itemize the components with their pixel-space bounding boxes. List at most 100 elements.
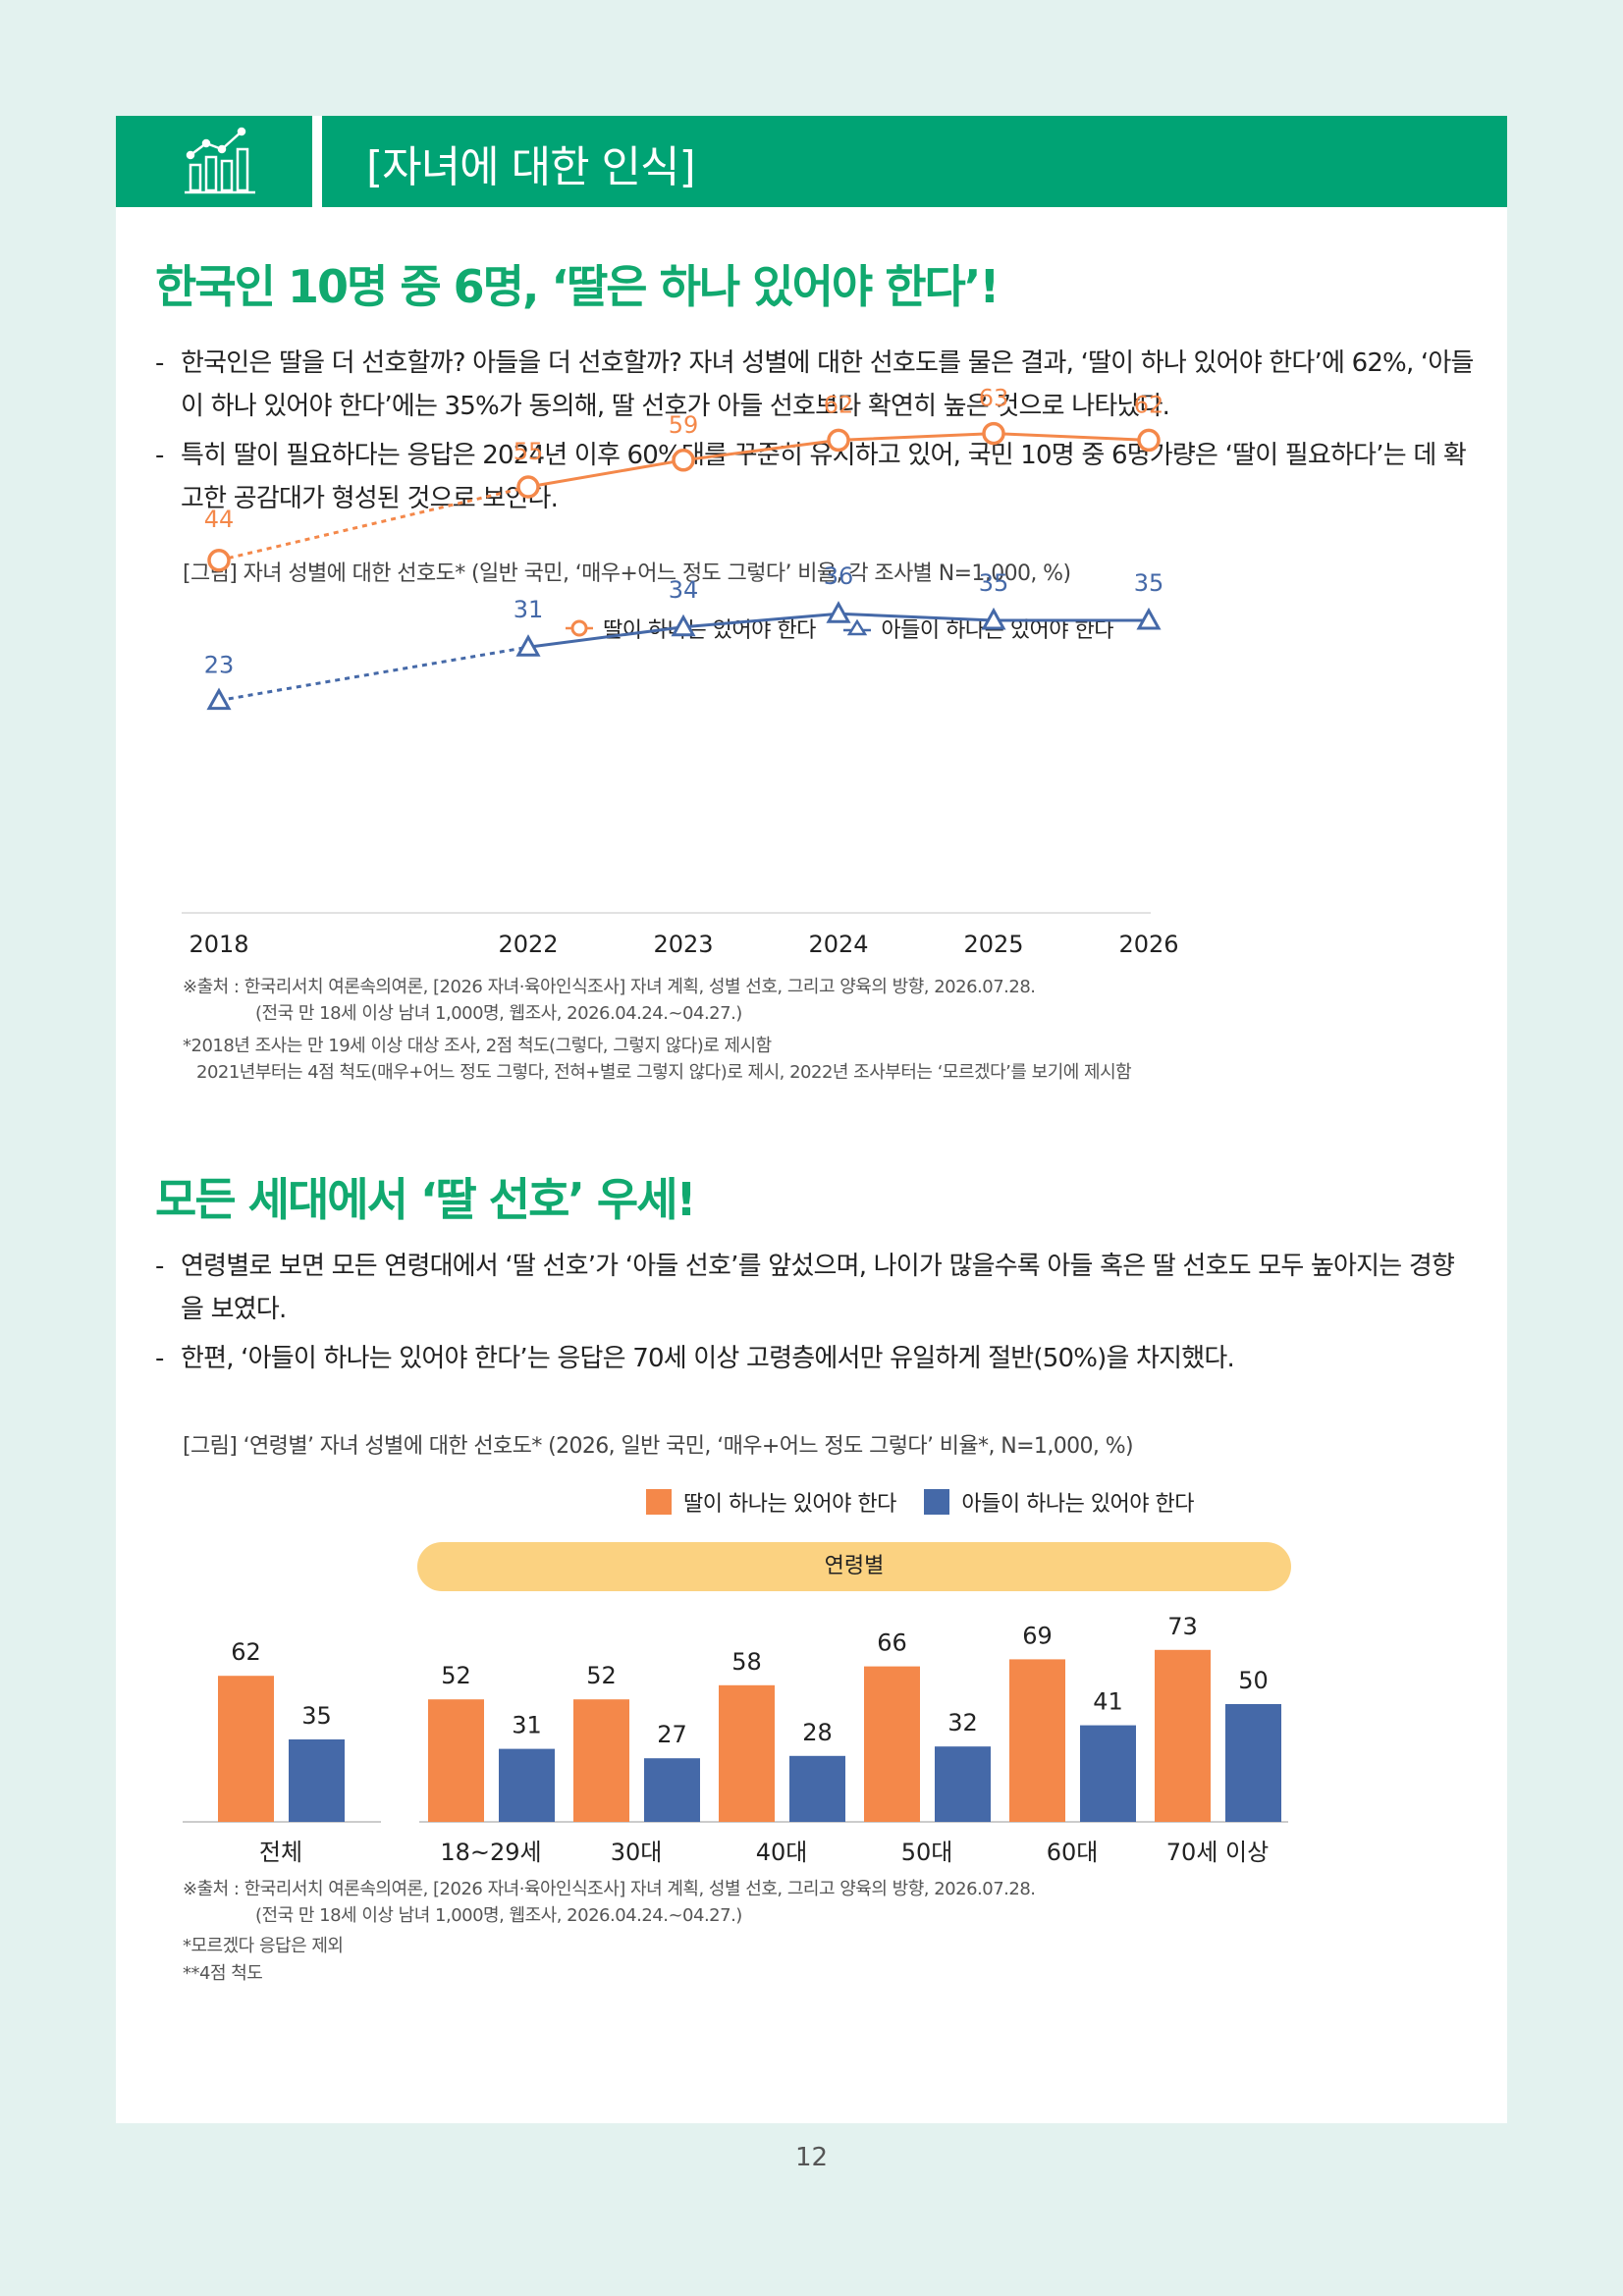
bullet-item: - 한편, ‘아들이 하나는 있어야 한다’는 응답은 70세 이상 고령층에서만… [155,1344,1235,1373]
x-tick-label: 전체 [259,1839,302,1866]
data-label: 62 [824,391,854,418]
x-tick-label: 18~29세 [440,1839,541,1866]
series-line-dashed [218,645,529,703]
data-label: 23 [204,652,235,679]
circle-marker-icon [566,619,593,637]
bar [1080,1725,1136,1822]
data-label: 36 [824,562,854,590]
section1-title: 한국인 10명 중 6명, ‘딸은 하나 있어야 한다’! [155,260,1000,313]
page-number: 12 [794,2143,829,2172]
data-label: 35 [979,569,1009,597]
x-tick-label: 2023 [653,931,713,958]
data-point-marker [671,614,696,637]
bar [218,1676,274,1822]
data-point-marker [982,421,1005,446]
data-label: 34 [669,576,699,604]
data-label: 50 [1238,1667,1269,1694]
data-point-marker [1136,607,1162,630]
data-label: 41 [1093,1688,1123,1716]
source-note: ※출처 : 한국리서치 여론속의여론, [2026 자녀·육아인식조사] 자녀 … [183,977,1036,997]
data-label: 66 [877,1629,907,1657]
bullet-item: - 연령별로 보면 모든 연령대에서 ‘딸 선호’가 ‘아들 선호’를 앞섰으며,… [155,1252,1455,1324]
data-label: 31 [514,596,544,623]
header-icon-box [116,116,312,207]
scale-note: **4점 척도 [183,1963,263,1984]
data-label: 69 [1022,1622,1053,1649]
legend-item-daughter: 딸이 하나는 있어야 한다 [566,613,816,644]
data-label: 63 [979,385,1009,412]
bullet-item: - 특히 딸이 필요하다는 응답은 2024년 이후 60%대를 꾸준히 유지하고… [155,441,1467,513]
data-label: 31 [512,1712,542,1739]
data-point-marker [206,687,232,711]
data-point-marker [516,475,540,499]
data-label: 44 [204,506,235,533]
figure2-caption: [그림] ‘연령별’ 자녀 성별에 대한 선호도* (2026, 일반 국민, … [183,1434,1134,1459]
bullet-item: - 한국인은 딸을 더 선호할까? 아들을 더 선호할까? 자녀 성별에 대한 선… [155,348,1474,421]
data-point-marker [827,428,850,453]
bar [573,1699,629,1822]
legend-item-son: 아들이 하나는 있어야 한다 [924,1486,1195,1518]
age-group-label: 연령별 [417,1542,1291,1591]
bar [789,1755,845,1822]
x-tick-label: 2022 [498,931,558,958]
bar-chart: 62 35 전체 52 31 18~29세 52 27 30대 58 28 40대 66 32 50대 69 4… [183,1613,1288,1866]
data-label: 52 [441,1662,471,1689]
section2-title: 모든 세대에서 ‘딸 선호’ 우세! [155,1173,697,1226]
data-label: 58 [731,1648,762,1676]
data-label: 62 [1134,391,1164,418]
data-label: 32 [947,1709,978,1736]
bar [719,1684,775,1822]
bar [864,1666,920,1822]
data-label: 55 [514,438,544,465]
data-point-marker [672,449,695,472]
figure1-caption: [그림] 자녀 성별에 대한 선호도* (일반 국민, ‘매우+어느 정도 그렇… [183,561,1071,586]
section1-bullets: - 한국인은 딸을 더 선호할까? 아들을 더 선호할까? 자녀 성별에 대한 선… [155,342,1476,526]
data-label: 35 [301,1702,332,1730]
data-label: 52 [586,1662,617,1689]
data-label: 28 [802,1719,833,1746]
header-title-box: [자녀에 대한 인식] [322,116,1507,207]
bar [499,1748,555,1822]
bar [644,1758,700,1822]
bar [935,1746,991,1822]
line-chart: 2018 2022 2023 2024 2025 2026 44 55 59 62 63 62 23 31… [182,385,1179,958]
x-tick-label: 30대 [611,1839,663,1866]
x-tick-label: 2018 [189,931,248,958]
series-line-dashed [218,485,529,562]
x-tick-label: 2025 [963,931,1023,958]
x-tick-label: 2024 [808,931,868,958]
blue-swatch [924,1489,950,1515]
bar-chart-legend: 딸이 하나는 있어야 한다 아들이 하나는 있어야 한다 [646,1486,1216,1521]
orange-swatch [646,1489,672,1515]
data-label: 62 [231,1638,261,1666]
section2-bullets: - 연령별로 보면 모든 연령대에서 ‘딸 선호’가 ‘아들 선호’를 앞섰으며,… [155,1245,1476,1386]
scale-note: 2021년부터는 4점 척도(매우+어느 정도 그렇다, 전혀+별로 그렇지 않… [196,1062,1132,1083]
bar [1155,1649,1211,1822]
data-point-marker [981,607,1006,630]
data-label: 35 [1134,569,1164,597]
data-point-marker [1137,428,1161,453]
data-point-marker [207,549,231,572]
x-tick-label: 40대 [756,1839,808,1866]
exclusion-note: *모르겠다 응답은 제외 [183,1936,344,1956]
legend-item-daughter: 딸이 하나는 있어야 한다 [646,1486,896,1518]
triangle-marker-icon [843,618,872,636]
x-tick-label: 60대 [1047,1839,1099,1866]
bar [1009,1659,1065,1822]
data-point-marker [826,601,851,623]
x-tick-label: 50대 [901,1839,953,1866]
data-label: 27 [657,1721,687,1748]
bar-chart-trend-icon [185,127,255,194]
bar [289,1739,345,1822]
survey-info-note: (전국 만 18세 이상 남녀 1,000명, 웹조사, 2026.04.24.… [255,1905,742,1926]
source-note: ※출처 : 한국리서치 여론속의여론, [2026 자녀·육아인식조사] 자녀 … [183,1879,1036,1899]
bar [428,1699,484,1822]
x-tick-label: 70세 이상 [1166,1839,1269,1866]
data-label: 73 [1167,1613,1198,1640]
x-tick-label: 2026 [1118,931,1178,958]
method-note: *2018년 조사는 만 19세 이상 대상 조사, 2점 척도(그렇다, 그렇… [183,1036,772,1056]
bar [1225,1704,1281,1822]
data-point-marker [515,634,541,657]
header-title: [자녀에 대한 인식] [366,142,696,192]
survey-info-note: (전국 만 18세 이상 남녀 1,000명, 웹조사, 2026.04.24.… [255,1003,742,1024]
